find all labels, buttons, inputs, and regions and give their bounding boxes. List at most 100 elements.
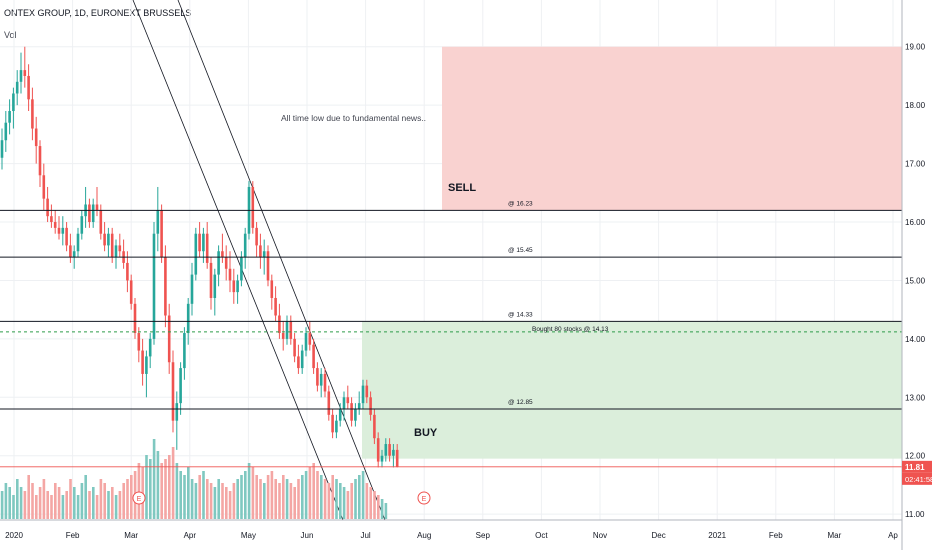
annotations: @ 16.23 @ 15.45 @ 14.33 @ 12.85 Bought 80 st…	[132, 113, 609, 505]
sell-label: SELL	[448, 182, 476, 194]
candle-body	[346, 397, 350, 404]
x-tick-label: Oct	[535, 531, 548, 540]
volume-bar	[259, 479, 262, 519]
candle-body	[42, 175, 46, 199]
volume-bar	[8, 487, 11, 519]
candle-body	[145, 356, 148, 374]
candle-body	[331, 414, 334, 433]
candle-body	[15, 81, 19, 94]
volume-bar	[331, 475, 334, 519]
volume-bar	[42, 479, 46, 519]
volume-bar	[31, 483, 34, 519]
volume-bar	[247, 463, 251, 519]
volume-bar	[232, 483, 236, 519]
candle-body	[213, 274, 217, 298]
candle-body	[126, 262, 129, 281]
price-tag	[902, 460, 932, 473]
volume-bar	[114, 495, 118, 519]
earnings-marker-circle	[132, 491, 146, 505]
candle-body	[350, 403, 353, 421]
volume-bar	[251, 467, 255, 519]
earnings-marker: E	[417, 491, 431, 505]
countdown-tag	[902, 472, 932, 485]
price-levels	[0, 209, 902, 468]
y-tick-label: 19.00	[905, 43, 926, 52]
volume-bar	[278, 483, 281, 519]
candle-body	[34, 128, 38, 147]
volume-bar	[95, 495, 99, 519]
candle-body	[114, 245, 118, 258]
candle-body	[69, 245, 72, 258]
candle-body	[323, 373, 327, 392]
x-tick-label: Dec	[651, 531, 665, 540]
volume-bar	[358, 475, 361, 519]
candle-body	[354, 408, 357, 421]
candle-body	[4, 122, 8, 141]
buy-label: BUY	[414, 427, 438, 439]
x-tick-label: Jun	[301, 531, 314, 540]
candle-body	[27, 75, 30, 100]
volume-bar	[244, 471, 247, 519]
x-tick-label: Sep	[476, 531, 491, 540]
volume-bar	[4, 483, 8, 519]
volume-bar	[339, 483, 342, 519]
candle-body	[357, 403, 361, 409]
candle-body	[110, 233, 114, 258]
x-tick-label: Mar	[828, 531, 842, 540]
candle-body	[221, 251, 224, 258]
volume-bar	[384, 503, 388, 519]
x-tick-label: Apr	[184, 531, 197, 540]
candle-body	[31, 99, 34, 129]
candle-body	[319, 373, 323, 386]
candle-body	[285, 321, 289, 339]
volume-bar	[380, 499, 384, 519]
x-tick-label: 2021	[708, 531, 726, 540]
annotation-text: All time low due to fundamental news..	[281, 113, 426, 123]
earnings-marker-text: E	[422, 496, 427, 503]
y-tick-label: 15.00	[905, 276, 926, 285]
candle-body	[61, 227, 65, 234]
volume-bar	[342, 487, 346, 519]
level-label: @ 15.45	[508, 247, 533, 254]
volume-bar	[99, 479, 103, 519]
candle-body	[278, 315, 281, 334]
candle-body	[38, 146, 42, 176]
volume-bar	[19, 487, 23, 519]
volume-bar	[228, 491, 232, 519]
y-tick-label: 16.00	[905, 218, 926, 227]
x-tick-label: 2020	[5, 531, 23, 540]
volume-bar	[206, 479, 209, 519]
volume-bar	[217, 479, 220, 519]
volume-bar	[80, 483, 84, 519]
volume-bar	[61, 495, 65, 519]
volume-bar	[373, 491, 376, 519]
volume-bar	[346, 491, 350, 519]
candle-body	[270, 280, 274, 298]
candle-body	[274, 297, 277, 316]
candle-body	[304, 333, 308, 351]
volume-bar	[285, 479, 289, 519]
candle-body	[376, 438, 380, 462]
candle-body	[95, 204, 99, 211]
volume-bar	[73, 487, 76, 519]
candle-body	[255, 227, 258, 246]
x-tick-label: Ap	[888, 531, 898, 540]
volume-bar	[236, 479, 239, 519]
candle-body	[156, 210, 160, 234]
candle-body	[46, 198, 49, 217]
volume-bar	[198, 475, 201, 519]
candle-body	[160, 210, 163, 258]
y-tick-label: 18.00	[905, 101, 926, 110]
volume-bar	[152, 439, 156, 519]
volume-bar	[175, 463, 179, 519]
volume-bar	[84, 475, 87, 519]
candle-body	[300, 350, 304, 369]
volume-bar	[27, 475, 30, 519]
candle-body	[179, 368, 182, 404]
candle-body	[259, 245, 262, 258]
candle-body	[316, 368, 319, 386]
volume-bar	[213, 487, 217, 519]
volume-bar	[65, 491, 68, 519]
volume-bar	[122, 483, 125, 519]
